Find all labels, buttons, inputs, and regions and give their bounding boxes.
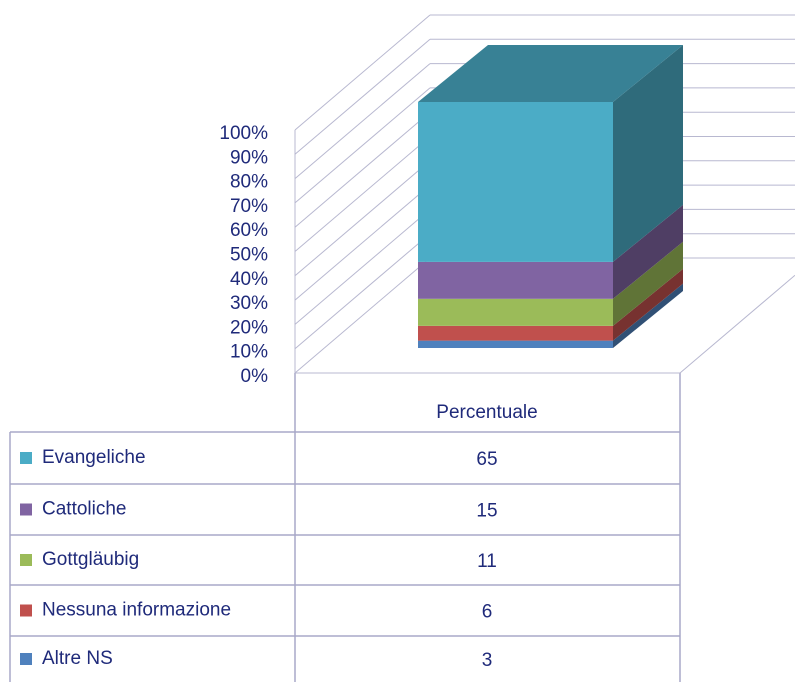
legend-swatch — [20, 604, 32, 617]
bar-side — [613, 241, 683, 326]
bar — [418, 298, 613, 326]
bar — [418, 102, 613, 262]
grid-line — [294, 184, 431, 301]
y-tick-label: 70% — [230, 196, 268, 217]
grid-line — [294, 136, 431, 252]
legend-label: Cattoliche — [42, 499, 127, 520]
legend-swatch — [20, 554, 32, 566]
bar — [418, 261, 613, 299]
y-tick-label: 30% — [230, 293, 268, 314]
grid-line — [294, 38, 431, 155]
floor-edge — [679, 274, 795, 374]
table-value: 65 — [476, 449, 497, 470]
y-tick-label: 100% — [219, 123, 268, 144]
bar-side — [613, 283, 683, 348]
grid-line — [294, 63, 431, 179]
grid-line — [294, 233, 431, 350]
bar-side — [613, 45, 683, 262]
table-frame — [9, 373, 681, 682]
y-tick-label: 60% — [230, 220, 268, 241]
bar-top — [418, 45, 683, 102]
bar-side — [613, 204, 683, 299]
y-tick-label: 50% — [230, 245, 268, 266]
grid-line — [294, 209, 431, 325]
table-value: 3 — [482, 650, 493, 671]
y-tick-label: 90% — [230, 147, 268, 168]
legend-swatch — [20, 452, 32, 464]
table-value: 11 — [477, 551, 497, 572]
y-tick-label: 80% — [230, 172, 268, 193]
table-value: 6 — [482, 602, 493, 623]
bar-side — [613, 268, 683, 341]
table-value: 15 — [476, 501, 497, 522]
bar — [418, 325, 613, 341]
grid-line — [294, 87, 431, 204]
y-tick-label: 20% — [230, 317, 268, 338]
y-tick-label: 40% — [230, 269, 268, 290]
y-tick-label: 0% — [241, 366, 269, 387]
grid-line — [294, 111, 431, 228]
legend-swatch — [20, 653, 32, 665]
legend-swatch — [20, 503, 32, 516]
legend-label: Nessuna informazione — [42, 600, 231, 621]
grid-line — [294, 160, 431, 277]
y-tick-label: 10% — [230, 342, 268, 363]
grid-line — [294, 14, 431, 131]
category-label: Percentuale — [436, 402, 537, 423]
bar — [418, 340, 613, 348]
legend-label: Gottgläubig — [42, 549, 139, 570]
grid-line — [294, 257, 431, 374]
legend-label: Evangeliche — [42, 447, 146, 468]
legend-label: Altre NS — [42, 648, 113, 669]
